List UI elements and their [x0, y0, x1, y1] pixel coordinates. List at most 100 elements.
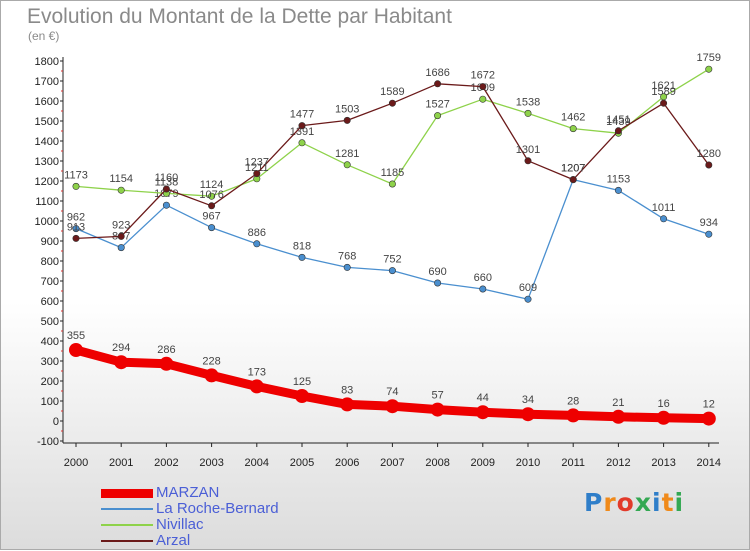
data-point [656, 410, 671, 425]
data-label: 1589 [380, 86, 404, 98]
data-label: 923 [112, 219, 130, 231]
data-label: 1589 [651, 86, 675, 98]
data-point [162, 201, 170, 209]
data-label: 125 [293, 376, 311, 388]
x-tick-label: 2003 [199, 457, 223, 469]
data-point [434, 279, 442, 287]
y-tick-label: -100 [37, 436, 59, 448]
data-label: 28 [567, 395, 579, 407]
data-label: 1138 [155, 176, 179, 188]
y-tick-label: 1300 [35, 156, 59, 168]
x-tick-label: 2007 [380, 457, 404, 469]
data-label: 16 [657, 398, 669, 410]
data-point [162, 185, 170, 193]
data-label: 1503 [335, 103, 359, 115]
data-label: 1173 [64, 169, 88, 181]
data-label: 1759 [697, 52, 721, 64]
data-label: 294 [112, 342, 130, 354]
data-label: 34 [522, 394, 534, 406]
data-point [72, 225, 80, 233]
data-point [388, 99, 396, 107]
data-label: 1391 [290, 126, 314, 138]
legend-swatch [101, 508, 153, 510]
y-tick-label: 600 [41, 296, 59, 308]
data-point [385, 399, 400, 414]
data-point [388, 267, 396, 275]
data-point [566, 408, 581, 423]
data-point [298, 139, 306, 147]
data-label: 83 [341, 384, 353, 396]
y-tick-label: 300 [41, 356, 59, 368]
legend-label: La Roche-Bernard [156, 500, 279, 517]
data-label: 1462 [561, 112, 585, 124]
data-label: 967 [202, 211, 220, 223]
data-point [434, 80, 442, 88]
data-label: 1185 [381, 167, 405, 179]
y-tick-label: 1700 [35, 76, 59, 88]
data-label: 12 [703, 399, 715, 411]
data-label: 1621 [651, 80, 675, 92]
data-point [72, 234, 80, 242]
y-tick-label: 500 [41, 316, 59, 328]
data-point [69, 343, 83, 357]
data-point [208, 192, 216, 200]
y-tick-label: 1200 [35, 176, 59, 188]
data-point [208, 224, 216, 232]
data-point [295, 389, 309, 403]
x-tick-label: 2005 [290, 457, 314, 469]
data-label: 1237 [245, 157, 269, 169]
logo-letter: i [674, 488, 685, 517]
data-label: 286 [157, 344, 175, 356]
legend-swatch [101, 540, 153, 542]
y-tick-label: 1100 [35, 196, 59, 208]
data-point [430, 402, 445, 417]
data-point [114, 355, 129, 370]
data-label: 1280 [697, 148, 721, 160]
data-label: 1527 [425, 99, 449, 111]
data-label: 934 [700, 217, 718, 229]
data-point [343, 116, 351, 124]
data-label: 1439 [606, 116, 630, 128]
data-label: 818 [293, 240, 311, 252]
data-label: 1281 [335, 148, 359, 160]
data-point [701, 411, 716, 426]
data-label: 1207 [561, 163, 585, 175]
data-point [298, 122, 306, 130]
x-tick-label: 2000 [64, 457, 88, 469]
data-point [521, 407, 535, 422]
y-tick-label: 1400 [35, 136, 59, 148]
data-point [479, 285, 487, 293]
y-tick-label: 900 [41, 236, 59, 248]
data-point [614, 127, 622, 135]
x-tick-label: 2012 [606, 457, 630, 469]
y-tick-label: 1500 [35, 116, 59, 128]
y-tick-label: 0 [53, 416, 59, 428]
logo-letter: i [652, 488, 662, 517]
data-label: 690 [428, 266, 446, 278]
data-point [705, 230, 713, 238]
data-point [569, 125, 577, 133]
x-tick-label: 2010 [516, 457, 540, 469]
x-tick-label: 2006 [335, 457, 359, 469]
y-tick-label: 1000 [35, 216, 59, 228]
logo-letter: P [584, 488, 604, 517]
data-label: 886 [248, 227, 266, 239]
logo-letter: o [616, 488, 635, 517]
data-label: 1477 [290, 109, 314, 121]
logo-letter: x [634, 488, 652, 517]
data-point [253, 240, 261, 248]
data-label: 173 [248, 366, 266, 378]
data-label: 1686 [425, 67, 449, 79]
data-point [479, 95, 487, 103]
data-label: 1153 [607, 173, 631, 185]
data-point [117, 186, 125, 194]
data-label: 228 [202, 355, 220, 367]
data-point [524, 157, 532, 165]
y-tick-label: 200 [41, 376, 59, 388]
data-point [479, 83, 487, 91]
x-tick-label: 2004 [245, 457, 269, 469]
x-tick-label: 2009 [471, 457, 495, 469]
data-label: 74 [386, 386, 398, 398]
data-label: 660 [474, 272, 492, 284]
